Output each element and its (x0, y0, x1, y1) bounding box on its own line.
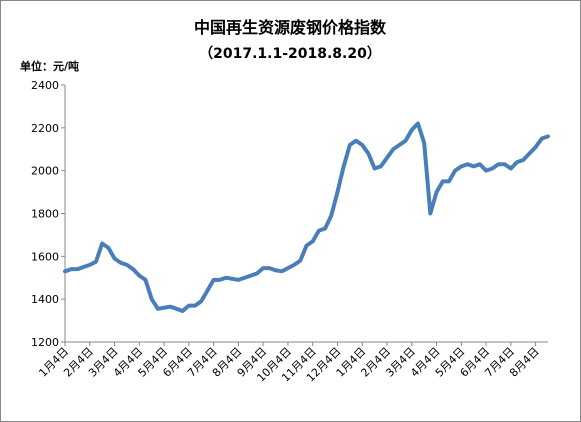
y-tick-label: 1200 (31, 336, 59, 349)
chart-title: 中国再生资源废钢价格指数 (194, 18, 387, 37)
y-tick-label: 2400 (31, 79, 59, 92)
y-tick-label: 2200 (31, 122, 59, 135)
y-tick-label: 1600 (31, 250, 59, 263)
y-tick-label: 1800 (31, 208, 59, 221)
y-tick-label: 2000 (31, 165, 59, 178)
data-line (63, 121, 550, 313)
chart-subtitle: （2017.1.1-2018.8.20） (199, 46, 381, 62)
y-tick-label: 1400 (31, 293, 59, 306)
unit-label: 单位：元/吨 (20, 59, 79, 73)
